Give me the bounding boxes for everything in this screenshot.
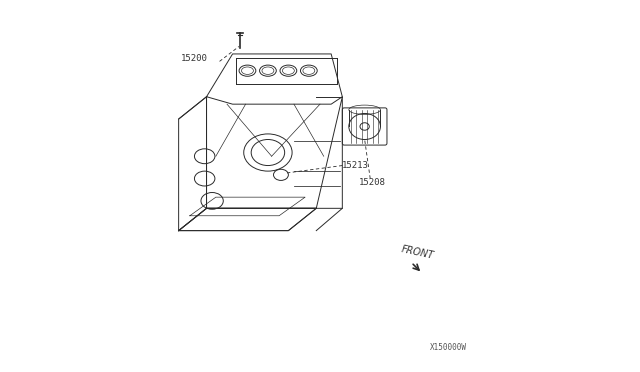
Text: 15208: 15208 [359,178,386,187]
Text: FRONT: FRONT [400,244,435,260]
Text: X150000W: X150000W [430,343,467,352]
Text: 15200: 15200 [180,54,207,63]
Text: 15213: 15213 [342,161,369,170]
